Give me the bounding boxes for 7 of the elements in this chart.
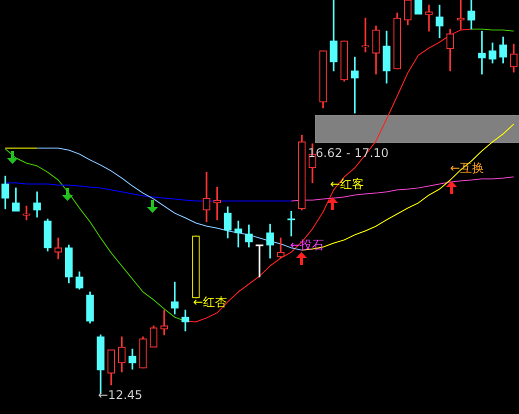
- candlestick: [22, 206, 30, 220]
- candlestick: [425, 4, 433, 32]
- candlestick: [202, 172, 210, 222]
- annotation: ←红杏: [193, 295, 228, 309]
- candlestick: [478, 30, 486, 74]
- annotation: ←12.45: [98, 388, 142, 402]
- candlestick: [256, 244, 264, 278]
